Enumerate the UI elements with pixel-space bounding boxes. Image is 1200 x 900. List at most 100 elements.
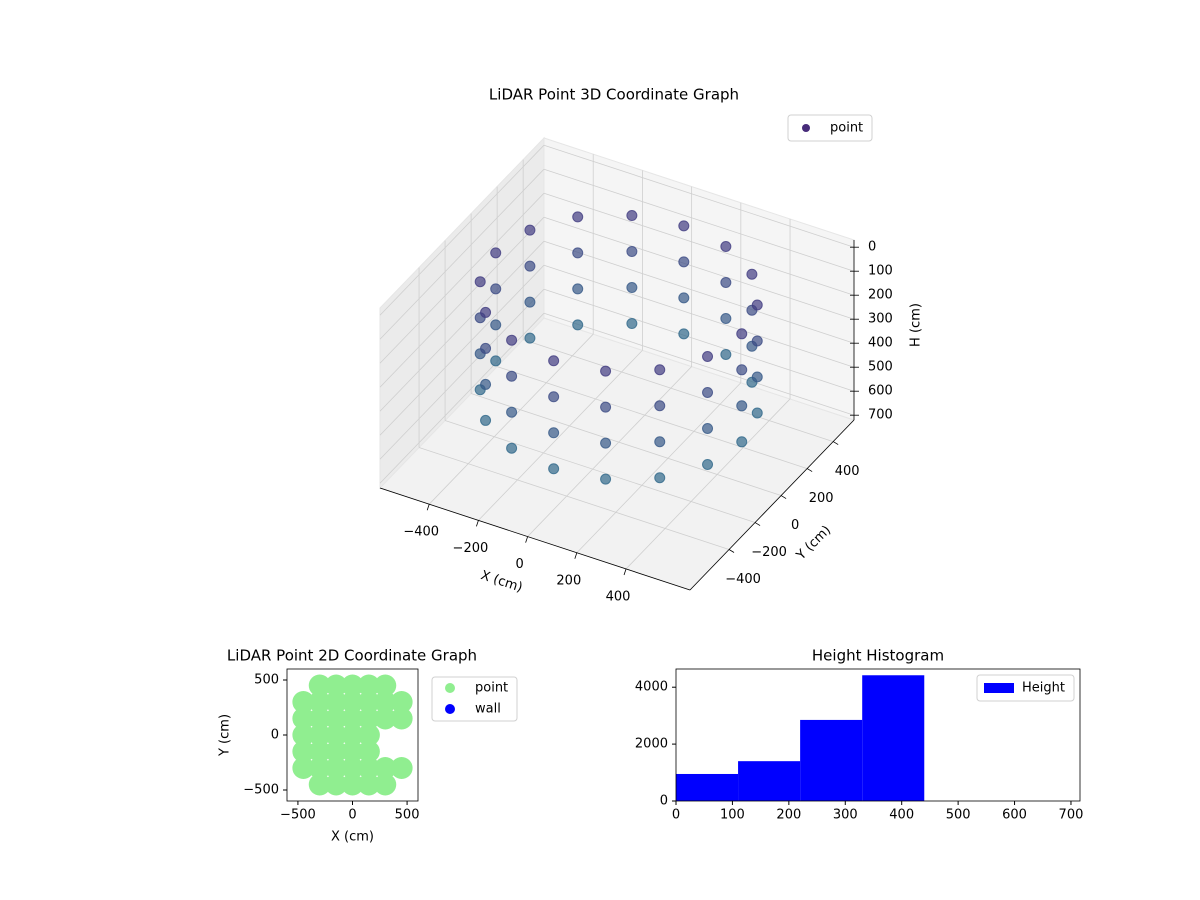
- legend-label: Height: [1022, 681, 1065, 696]
- point: [325, 691, 348, 713]
- point: [524, 224, 536, 236]
- x-tick-label: 200: [776, 808, 801, 823]
- x-tick-label: 700: [1059, 808, 1084, 823]
- grid-line: [379, 288, 545, 460]
- point: [548, 391, 560, 403]
- point: [736, 400, 748, 412]
- axis-line: [689, 419, 855, 591]
- grid-line: [379, 264, 545, 436]
- point: [626, 210, 638, 222]
- tick-mark: [525, 536, 528, 543]
- point: [480, 378, 492, 390]
- x-tick-label: 600: [1002, 808, 1027, 823]
- z-tick-label: 400: [868, 336, 893, 351]
- grid-line: [543, 144, 855, 248]
- point: [490, 319, 502, 331]
- bar: [676, 773, 739, 801]
- point: [572, 247, 584, 259]
- x-tick-label: 400: [889, 808, 914, 823]
- grid-line: [379, 168, 545, 340]
- legend-box: [976, 674, 1075, 702]
- point: [341, 691, 364, 713]
- point: [308, 707, 331, 730]
- y-tick-label: 4000: [635, 680, 668, 695]
- point: [720, 312, 732, 324]
- point: [572, 211, 584, 223]
- x-tick-label: 500: [946, 808, 971, 823]
- grid-line: [418, 447, 730, 550]
- x-tick-label: −200: [453, 541, 489, 556]
- point: [548, 427, 560, 439]
- tick-mark: [832, 441, 839, 445]
- x-tick-label: 300: [833, 808, 858, 823]
- y-tick-label: 400: [835, 464, 860, 479]
- grid-line: [576, 382, 742, 554]
- grid-line: [625, 398, 791, 570]
- tick-mark: [806, 468, 813, 472]
- point: [600, 401, 612, 413]
- y-tick-label: −200: [751, 545, 787, 560]
- y-tick-label: −500: [243, 783, 279, 798]
- point: [751, 407, 763, 419]
- x-tick-label: −400: [403, 525, 439, 540]
- grid-line: [527, 366, 692, 537]
- legend-box: [787, 114, 873, 142]
- legend-marker: [802, 124, 810, 132]
- x-tick-label: 200: [556, 573, 581, 588]
- chart-title: Height Histogram: [812, 647, 944, 665]
- point: [736, 364, 748, 376]
- legend-label: point: [830, 121, 863, 136]
- point: [506, 406, 518, 418]
- point: [292, 757, 315, 779]
- point: [325, 740, 348, 763]
- legend-marker: [445, 683, 455, 693]
- axes-frame: [675, 668, 1081, 802]
- point: [506, 442, 518, 454]
- point: [506, 370, 518, 382]
- point: [751, 299, 763, 311]
- point: [626, 318, 638, 330]
- point: [626, 282, 638, 294]
- grid-line: [543, 168, 855, 272]
- point: [341, 724, 364, 746]
- point: [720, 348, 732, 360]
- z-tick-label: 600: [868, 384, 893, 399]
- grid-line: [428, 333, 594, 505]
- x-tick-label: 0: [515, 557, 523, 572]
- point: [341, 707, 364, 730]
- point: [702, 458, 714, 470]
- point: [357, 707, 380, 730]
- point: [341, 740, 364, 763]
- legend-label: wall: [475, 702, 501, 717]
- point: [490, 355, 502, 367]
- tick-mark: [728, 549, 735, 553]
- grid-line: [543, 264, 855, 368]
- point: [490, 283, 502, 295]
- point: [374, 757, 397, 779]
- point: [480, 306, 492, 318]
- tick-mark: [476, 520, 479, 527]
- point: [548, 355, 560, 367]
- point: [308, 724, 331, 746]
- point: [374, 691, 397, 713]
- point: [341, 674, 364, 697]
- point: [325, 707, 348, 730]
- point: [736, 436, 748, 448]
- x-tick-label: −500: [280, 808, 316, 823]
- z-axis-label: H (cm): [909, 303, 924, 347]
- point: [357, 691, 380, 713]
- point: [325, 674, 348, 697]
- grid-line: [543, 192, 855, 296]
- point: [325, 757, 348, 779]
- point: [374, 707, 397, 730]
- point: [524, 332, 536, 344]
- y-tick-label: 0: [791, 518, 799, 533]
- legend-marker: [984, 683, 1014, 693]
- point: [325, 724, 348, 746]
- bar: [862, 675, 925, 801]
- point: [390, 707, 413, 730]
- point: [751, 371, 763, 383]
- grid-line: [470, 393, 782, 496]
- point: [292, 724, 315, 746]
- bar: [800, 719, 863, 801]
